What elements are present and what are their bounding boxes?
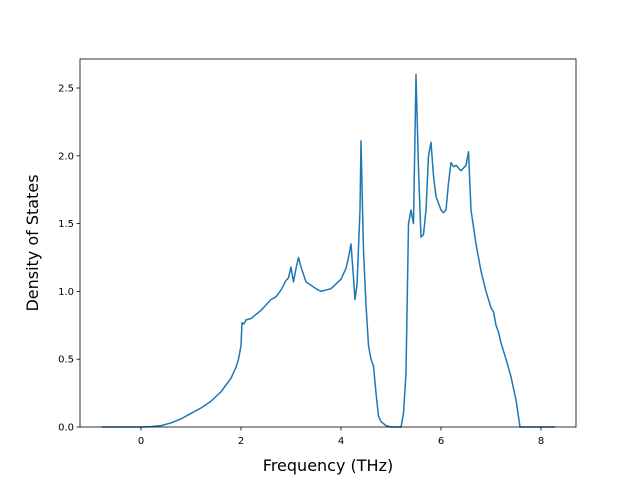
y-tick-label: 0.0 — [58, 423, 74, 434]
x-tick-label: 8 — [538, 436, 544, 447]
axes-frame — [79, 58, 577, 428]
plot-area — [102, 73, 555, 428]
x-tick-label: 2 — [238, 436, 244, 447]
x-tick-label: 0 — [138, 436, 144, 447]
y-tick-label: 1.5 — [58, 219, 74, 230]
y-axis-label: Density of States — [23, 174, 42, 311]
y-tick-label: 1.0 — [58, 287, 74, 298]
y-tick-label: 2.0 — [58, 151, 74, 162]
x-axis-label: Frequency (THz) — [263, 456, 393, 475]
y-tick-label: 0.5 — [58, 355, 74, 366]
y-tick-label: 2.5 — [58, 84, 74, 95]
x-tick-label: 6 — [438, 436, 444, 447]
x-tick-label: 4 — [338, 436, 344, 447]
data-line — [102, 73, 555, 428]
